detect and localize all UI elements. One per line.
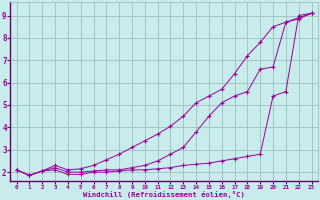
X-axis label: Windchill (Refroidissement éolien,°C): Windchill (Refroidissement éolien,°C) (83, 191, 245, 198)
